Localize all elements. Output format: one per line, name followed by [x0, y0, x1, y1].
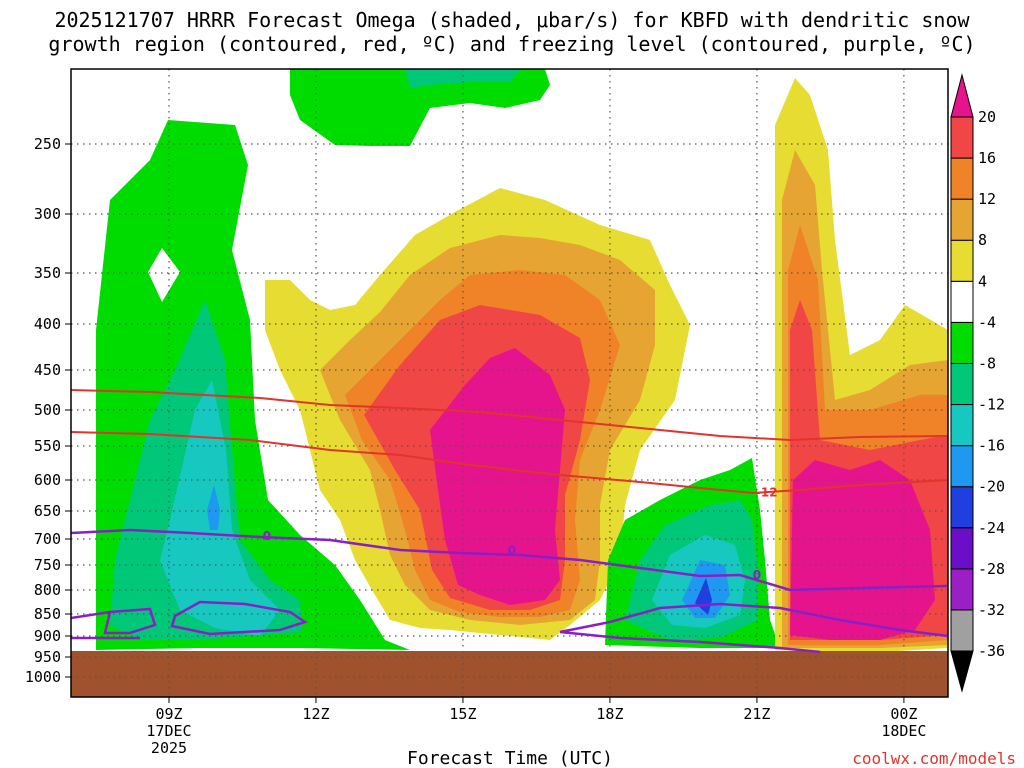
- x-tick-date: 18DEC: [881, 722, 926, 740]
- x-tick-label: 18Z: [596, 705, 623, 723]
- freezing-level-contour-right: [559, 602, 948, 638]
- dendritic-contour-upper: [71, 389, 948, 442]
- colorbar-segment: [950, 568, 974, 611]
- y-tick-label: 900: [34, 627, 61, 645]
- y-tick-label: 700: [34, 530, 61, 548]
- contour-label: 0: [753, 568, 761, 582]
- omega-field-ascent-core-15z-magenta: [430, 348, 565, 605]
- freezing-level-contour-low: [71, 607, 157, 635]
- y-tick-label: 550: [34, 437, 61, 455]
- colorbar-label: -32: [978, 601, 1005, 619]
- plot-frame: [70, 68, 949, 698]
- colorbar-label: 16: [978, 149, 996, 167]
- y-tick-label: 650: [34, 502, 61, 520]
- omega-field-ascent-core-00z-magenta: [790, 460, 935, 640]
- omega-field-hole: [148, 248, 180, 302]
- contour-labels: -12 0 0 0: [263, 485, 778, 582]
- colorbar-label: -20: [978, 478, 1005, 496]
- chart-title-line-2: growth region (contoured, red, ºC) and f…: [48, 32, 976, 56]
- y-tick-label: 800: [34, 581, 61, 599]
- colorbar: -36 -32 -28 -24 -20 -16 -12 -8 -4 4 8 12 16 20: [950, 73, 1005, 693]
- x-tick-year: 2025: [151, 739, 187, 757]
- terrain-below-ground: [71, 651, 948, 697]
- x-tick-label: 15Z: [449, 705, 476, 723]
- colorbar-label: -36: [978, 642, 1005, 660]
- y-tick-label: 600: [34, 471, 61, 489]
- colorbar-label: 12: [978, 190, 996, 208]
- chart-title: 2025121707 HRRR Forecast Omega (shaded, …: [0, 8, 1024, 56]
- contours: [71, 389, 948, 654]
- colorbar-label: -12: [978, 396, 1005, 414]
- y-tick-label: 500: [34, 401, 61, 419]
- colorbar-extension-top: [950, 73, 974, 118]
- x-tick-label: 12Z: [302, 705, 329, 723]
- colorbar-label: -28: [978, 560, 1005, 578]
- x-tick-label: 00Z: [890, 705, 917, 723]
- x-tick-label: 21Z: [743, 705, 770, 723]
- omega-field-descent-left-cyan: [160, 380, 280, 636]
- contour-label: -12: [756, 485, 778, 499]
- dendritic-contour-lower: [71, 431, 948, 495]
- freezing-level-contour-bottom-right: [559, 630, 821, 654]
- y-tick-label: 750: [34, 556, 61, 574]
- colorbar-segment: [950, 527, 974, 570]
- colorbar-extension-bottom: [950, 650, 974, 693]
- colorbar-segment: [950, 362, 974, 406]
- colorbar-label: 8: [978, 231, 987, 249]
- y-tick-label: 950: [34, 648, 61, 666]
- colorbar-label: -4: [978, 313, 996, 331]
- colorbar-segment: [950, 321, 974, 364]
- omega-field-upper-green: [290, 69, 550, 146]
- y-tick-label: 250: [34, 135, 61, 153]
- colorbar-segment: [950, 157, 974, 200]
- y-axis: 250 300 350 400 450 500 550 600 650 700 750 800 850 9…: [25, 135, 71, 686]
- colorbar-segment: [950, 239, 974, 282]
- colorbar-label: 4: [978, 272, 987, 290]
- chart-title-line-1: 2025121707 HRRR Forecast Omega (shaded, …: [54, 8, 970, 32]
- credit-text: coolwx.com/models: [852, 749, 1016, 768]
- grid-lines: [71, 69, 948, 697]
- contour-label: 0: [508, 543, 516, 557]
- x-tick-label: 09Z: [155, 705, 182, 723]
- freezing-level-contour-lobe: [170, 600, 308, 636]
- omega-field-descent-left-blue: [207, 485, 220, 530]
- colorbar-segment: [950, 486, 974, 529]
- colorbar-segment: [950, 116, 974, 159]
- freezing-level-contour: [71, 528, 948, 592]
- y-tick-label: 350: [34, 264, 61, 282]
- x-axis-label: Forecast Time (UTC): [407, 748, 613, 768]
- y-tick-label: 400: [34, 315, 61, 333]
- colorbar-segment: [950, 445, 974, 488]
- colorbar-segment: [950, 609, 974, 652]
- colorbar-label: -8: [978, 354, 996, 372]
- y-tick-label: 1000: [25, 668, 61, 686]
- colorbar-label: -16: [978, 437, 1005, 455]
- x-tick-date: 17DEC: [146, 722, 191, 740]
- omega-field-upper-teal: [405, 69, 520, 88]
- colorbar-label: -24: [978, 519, 1005, 537]
- plot-area: [71, 69, 948, 697]
- colorbar-segment: [950, 280, 974, 323]
- y-tick-label: 850: [34, 605, 61, 623]
- colorbar-segment: [950, 404, 974, 447]
- y-tick-label: 300: [34, 205, 61, 223]
- colorbar-label: 20: [978, 108, 996, 126]
- contour-label: 0: [263, 529, 271, 543]
- y-tick-label: 450: [34, 361, 61, 379]
- colorbar-segment: [950, 198, 974, 241]
